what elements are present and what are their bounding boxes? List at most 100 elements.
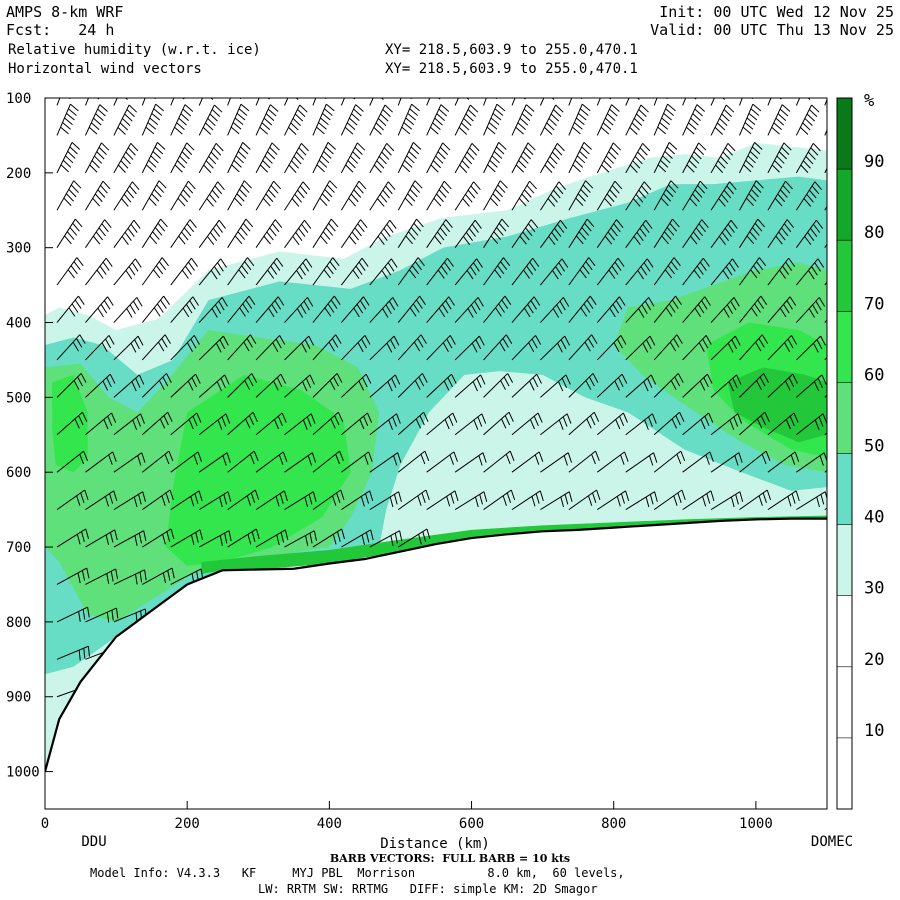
barb-flag: [211, 308, 218, 318]
wind-barb: [795, 181, 822, 211]
barb-flag: [177, 197, 186, 207]
barb-flag: [248, 295, 256, 305]
barb-flag: [325, 227, 334, 236]
wind-barb: [369, 374, 401, 398]
barb-flag: [781, 104, 791, 112]
barb-flag: [576, 117, 585, 126]
barb-staff: [426, 180, 445, 211]
barb-flag: [638, 109, 647, 118]
barb-flag: [729, 419, 735, 430]
barb-staff: [511, 219, 532, 248]
barb-staff: [625, 335, 651, 361]
wind-barb: [227, 98, 242, 106]
barb-flag: [354, 74, 362, 81]
barb-staff: [625, 491, 655, 511]
wind-barb: [312, 411, 344, 436]
barb-flag: [214, 185, 223, 195]
barb-flag: [269, 146, 278, 155]
barb-flag: [814, 419, 820, 430]
barb-flag: [807, 232, 815, 241]
barb-flag: [152, 231, 160, 240]
barb-flag: [81, 531, 85, 542]
barb-flag: [564, 494, 569, 505]
barb-flag: [370, 529, 374, 541]
barb-flag: [327, 142, 336, 150]
barb-flag: [399, 530, 403, 542]
barb-flag: [717, 160, 726, 169]
barb-flag: [65, 83, 73, 89]
barb-flag: [681, 489, 686, 501]
barb-staff: [739, 373, 764, 398]
barb-flag: [330, 218, 339, 228]
barb-staff: [483, 373, 509, 398]
wind-barb: [397, 78, 416, 106]
barb-flag: [665, 108, 674, 116]
barb-flag: [219, 496, 223, 508]
barb-flag: [386, 142, 395, 152]
wind-barb: [198, 374, 230, 398]
barb-staff: [340, 104, 357, 136]
wind-barb: [710, 104, 735, 136]
wind-barb: [596, 335, 627, 361]
barb-flag: [560, 496, 565, 508]
barb-flag: [449, 335, 456, 345]
barb-flag: [294, 193, 302, 203]
barb-flag: [95, 113, 104, 121]
barb-staff: [653, 257, 675, 286]
barb-flag: [715, 164, 724, 173]
wind-barb: [56, 450, 88, 473]
barb-flag: [222, 455, 227, 466]
barb-flag: [782, 265, 790, 275]
barb-flag: [497, 184, 506, 193]
barb-staff: [170, 219, 191, 248]
barb-flag: [387, 181, 396, 190]
wind-barb: [767, 451, 800, 473]
barb-flag: [167, 412, 173, 422]
barb-flag: [351, 231, 360, 241]
barb-flag: [531, 338, 538, 349]
barb-flag: [756, 418, 763, 429]
barb-flag: [465, 193, 473, 203]
wind-barb: [483, 489, 516, 511]
barb-flag: [346, 122, 356, 131]
barb-staff: [596, 296, 620, 323]
barb-flag: [408, 78, 416, 84]
barb-flag: [785, 419, 791, 430]
barb-flag: [777, 113, 787, 121]
barb-flag: [474, 219, 482, 229]
barb-flag: [552, 270, 559, 280]
barb-flag: [376, 160, 385, 169]
barb-flag: [115, 607, 119, 619]
wind-barb: [568, 180, 594, 211]
barb-flag: [223, 494, 228, 505]
barb-staff: [511, 142, 529, 174]
barb-flag: [515, 126, 524, 135]
barb-flag: [325, 146, 334, 155]
barb-flag: [751, 307, 758, 317]
barb-flag: [414, 261, 422, 271]
barb-flag: [337, 412, 344, 422]
barb-staff: [340, 257, 363, 286]
barb-flag: [779, 108, 789, 117]
barb-flag: [84, 489, 89, 501]
barb-staff: [426, 98, 431, 106]
wind-barb: [397, 103, 420, 136]
x-tick-label: 0: [41, 816, 49, 832]
wind-barb: [511, 98, 526, 106]
barb-flag: [833, 83, 841, 89]
wind-barb: [653, 103, 676, 136]
barb-flag: [771, 164, 780, 173]
barb-flag: [450, 493, 455, 504]
barb-flag: [296, 308, 304, 318]
barb-staff: [540, 335, 566, 361]
barb-flag: [337, 531, 341, 542]
barb-flag: [471, 342, 478, 353]
barb-flag: [240, 227, 248, 236]
barb-flag: [215, 342, 222, 353]
barb-flag: [434, 235, 442, 245]
wind-barb: [795, 258, 825, 286]
barb-flag: [668, 142, 678, 150]
barb-staff: [653, 218, 673, 248]
barb-staff: [341, 451, 369, 473]
barb-flag: [438, 307, 446, 318]
